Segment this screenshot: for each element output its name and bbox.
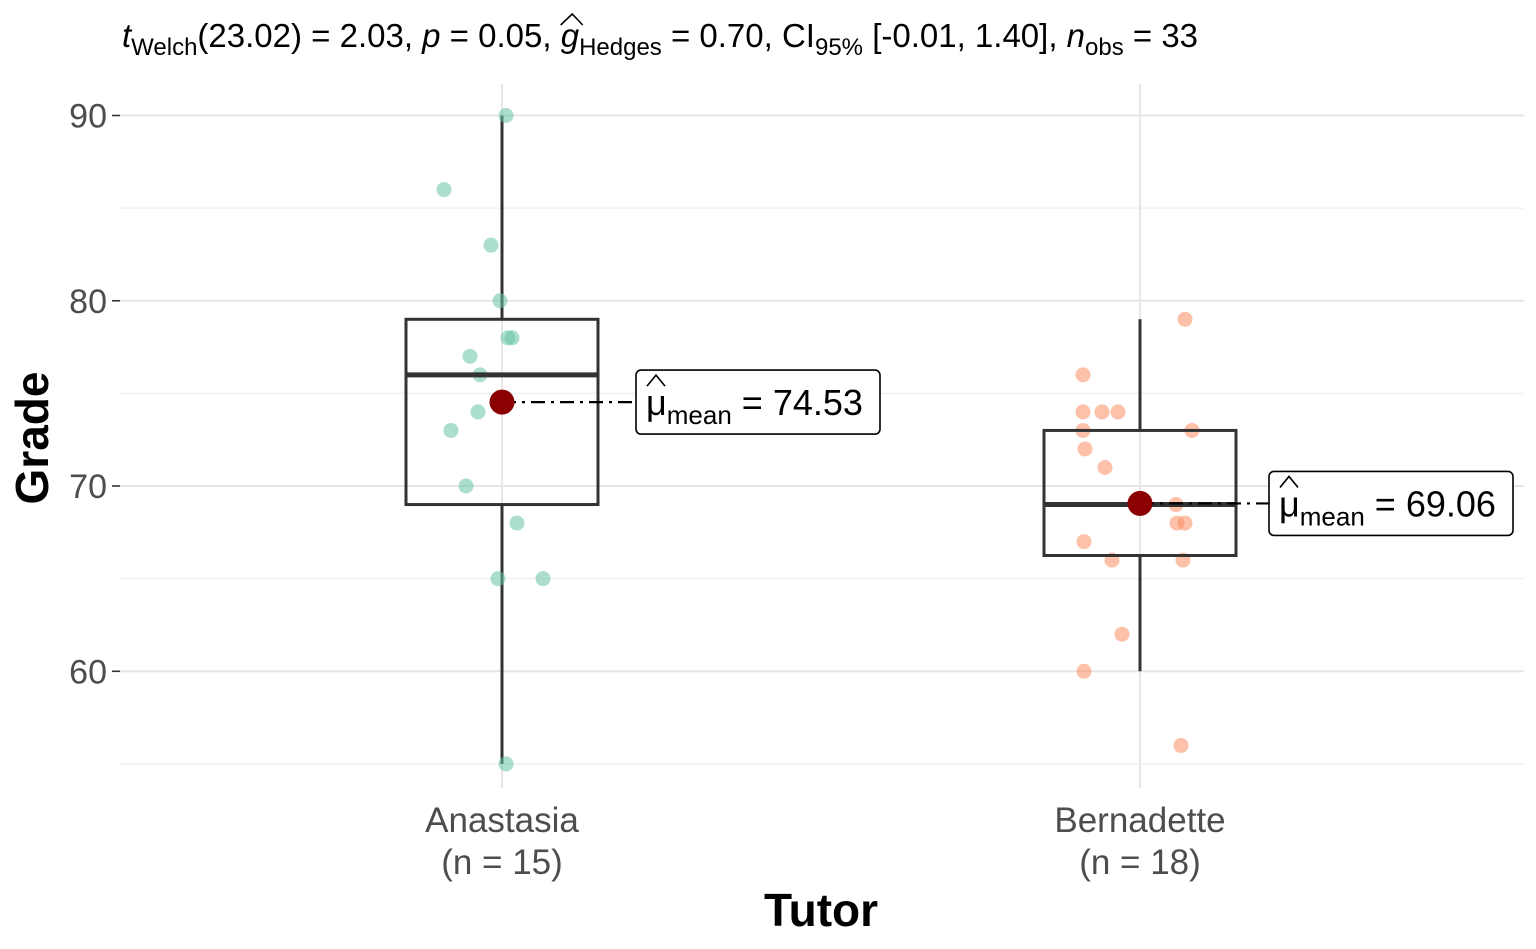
mean-point xyxy=(489,389,515,415)
mean-label-box xyxy=(635,369,881,435)
data-point xyxy=(483,237,499,253)
data-point xyxy=(1075,367,1091,383)
y-tick-label: 80 xyxy=(69,283,107,321)
data-point xyxy=(498,107,514,123)
data-point xyxy=(490,571,506,587)
data-point xyxy=(1177,515,1193,531)
data-point xyxy=(462,348,478,364)
box xyxy=(404,317,600,507)
data-point xyxy=(1114,626,1130,642)
data-point xyxy=(1094,404,1110,420)
y-axis-title: Grade xyxy=(6,372,58,505)
data-point xyxy=(458,478,474,494)
data-point xyxy=(443,422,459,438)
mean-point xyxy=(1127,490,1153,516)
mean-label: μmean = 69.06 xyxy=(1279,483,1496,531)
x-axis-title: Tutor xyxy=(764,884,878,936)
x-category-n: (n = 15) xyxy=(441,843,563,882)
mean-label-box xyxy=(1268,470,1514,537)
grid xyxy=(120,84,1524,788)
x-category-label: Bernadette xyxy=(1054,801,1225,840)
data-point xyxy=(1110,404,1126,420)
data-point xyxy=(436,182,452,198)
box xyxy=(1042,428,1238,557)
mean-hat xyxy=(1279,475,1299,488)
y-tick-label: 70 xyxy=(69,468,107,506)
data-point xyxy=(1097,459,1113,475)
data-point xyxy=(1177,311,1193,327)
y-tick-label: 90 xyxy=(69,97,107,135)
data-point xyxy=(498,756,514,772)
group-anastasia: μmean = 74.53 Anastasia(n = 15) xyxy=(404,107,881,882)
data-point xyxy=(1076,663,1092,679)
data-point xyxy=(1076,534,1092,550)
data-point xyxy=(535,571,551,587)
x-category-label: Anastasia xyxy=(425,801,579,840)
y-axis: 60 70 80 90 xyxy=(69,97,120,691)
data-point xyxy=(1075,404,1091,420)
group-bernadette: μmean = 69.06 Bernadette(n = 18) xyxy=(1042,311,1514,882)
y-tick-label: 60 xyxy=(69,653,107,691)
subtitle-hat xyxy=(560,12,584,26)
data-point xyxy=(492,293,508,309)
data-point xyxy=(1173,737,1189,753)
data-point xyxy=(470,404,486,420)
data-point xyxy=(509,515,525,531)
data-point xyxy=(504,330,520,346)
chart-subtitle: tWelch(23.02) = 2.03, p = 0.05, gHedges … xyxy=(122,17,1198,61)
mean-hat xyxy=(646,373,666,387)
mean-label: μmean = 74.53 xyxy=(646,382,863,430)
x-category-n: (n = 18) xyxy=(1079,843,1201,882)
data-point xyxy=(1077,441,1093,457)
groups: μmean = 74.53 Anastasia(n = 15) μmean = 69… xyxy=(404,107,1514,882)
